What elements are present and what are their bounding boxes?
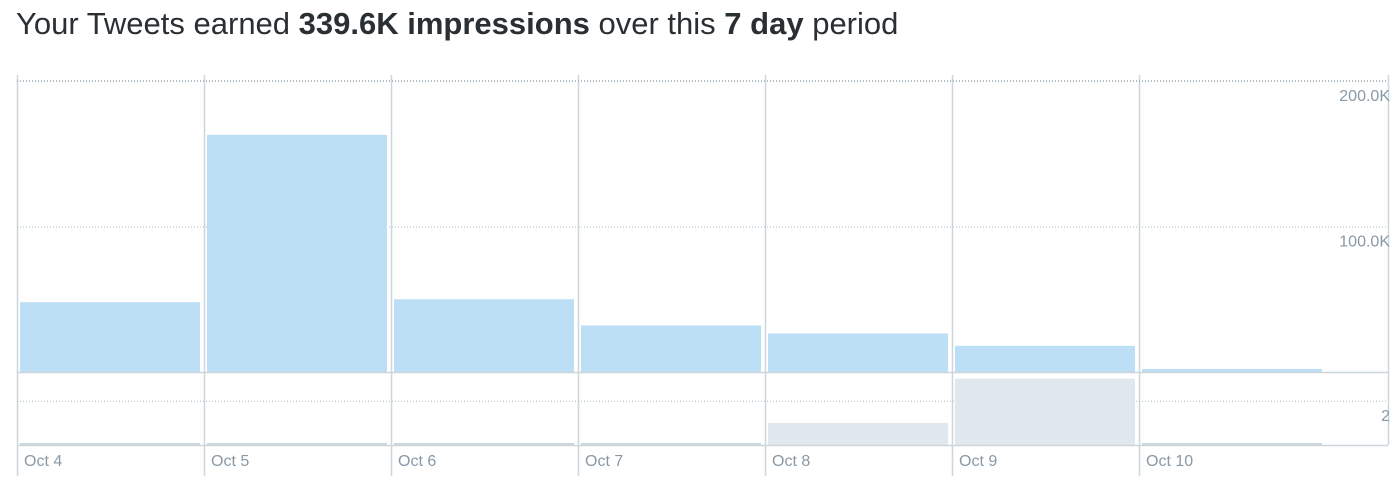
bar [1142,368,1322,372]
bar [768,333,948,372]
x-tick-label: Oct 7 [585,453,623,470]
bar [581,443,761,445]
bar [207,443,387,445]
x-tick-label: Oct 10 [1146,453,1193,470]
bar [394,299,574,372]
bar [581,325,761,372]
x-tick-label: Oct 8 [772,453,810,470]
bar [207,134,387,372]
bar [20,302,200,372]
bar [955,345,1135,372]
y-tick-label: 2 [1381,408,1390,425]
title-text: 339.6K impressions [298,6,590,41]
title-text: 7 day [724,6,804,41]
bar [20,443,200,445]
bar [1142,443,1322,445]
y-tick-label: 200.0K [1339,88,1390,105]
title-text: Your Tweets earned [16,6,291,41]
x-tick-label: Oct 6 [398,453,436,470]
x-tick-label: Oct 5 [211,453,249,470]
x-tick-label: Oct 9 [959,453,997,470]
y-tick-label: 100.0K [1339,234,1390,251]
bar [394,443,574,445]
bar [768,422,948,445]
bar [955,378,1135,445]
chart-title: Your Tweets earned 339.6K impressions ov… [16,6,898,42]
x-tick-label: Oct 4 [24,453,62,470]
title-text: period [812,6,899,41]
title-text: over this [598,6,716,41]
